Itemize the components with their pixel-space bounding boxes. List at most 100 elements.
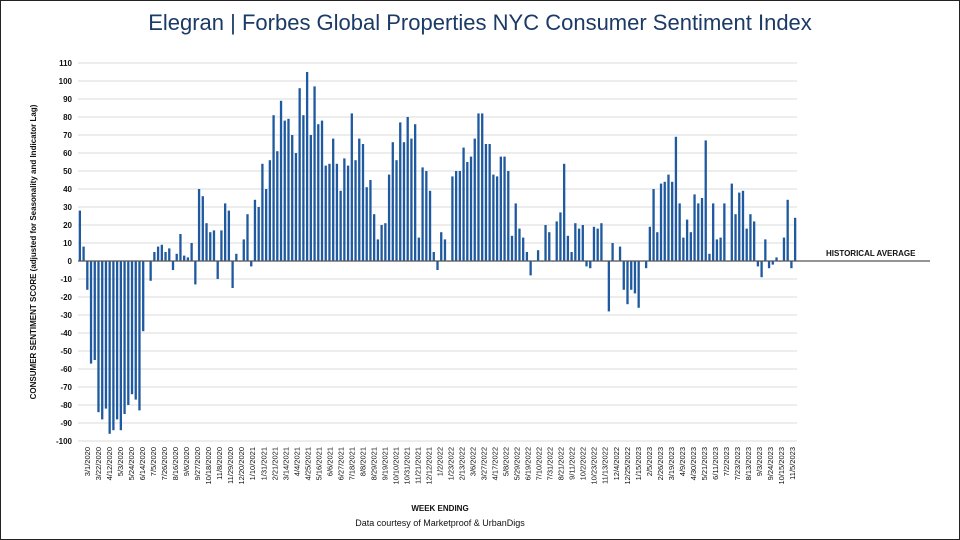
bar — [201, 196, 204, 261]
x-tick-label: 9/6/2020 — [182, 447, 191, 476]
data-credit: Data courtesy of Marketproof & UrbanDigs — [355, 518, 525, 528]
bar — [361, 144, 365, 261]
y-tick-label: -70 — [60, 383, 72, 392]
bar — [678, 203, 681, 261]
x-tick-label: 7/31/2022 — [546, 447, 555, 480]
bar — [216, 261, 219, 279]
bar — [566, 235, 570, 261]
x-tick-label: 10/18/2020 — [204, 447, 213, 485]
x-tick-label: 2/21/2021 — [270, 447, 279, 480]
bar — [618, 246, 622, 261]
title-rest: NYC Consumer Sentiment Index — [486, 10, 812, 35]
bar — [544, 225, 547, 261]
historical-average-label: HISTORICAL AVERAGE — [826, 249, 916, 258]
y-tick-label: -50 — [60, 347, 72, 356]
bar — [570, 252, 573, 261]
bar — [499, 156, 502, 261]
bar — [466, 162, 469, 261]
bar — [298, 88, 301, 261]
bar — [771, 261, 774, 265]
bar — [715, 239, 719, 261]
x-tick-label: 11/8/2020 — [215, 447, 224, 480]
x-tick-label: 10/10/2021 — [391, 447, 400, 485]
bar — [335, 163, 339, 261]
y-tick-label: 80 — [63, 113, 72, 122]
y-tick-label: 10 — [63, 239, 72, 248]
bar — [436, 261, 439, 270]
x-tick-label: 11/5/2023 — [788, 447, 797, 480]
bar — [689, 232, 692, 261]
bar — [458, 171, 462, 261]
bar — [477, 113, 480, 262]
bar — [309, 135, 312, 261]
bar — [648, 226, 651, 261]
bar — [287, 118, 290, 261]
x-tick-label: 10/31/2021 — [403, 447, 412, 485]
bar — [555, 221, 558, 261]
bar — [611, 243, 614, 261]
bar — [637, 261, 640, 308]
bar — [764, 239, 767, 261]
bar — [369, 180, 372, 261]
bar — [339, 190, 342, 261]
bar — [454, 171, 458, 261]
bar — [320, 120, 324, 261]
bar — [130, 261, 134, 395]
x-tick-label: 4/12/2020 — [105, 447, 114, 480]
bar — [462, 147, 465, 261]
bar — [209, 232, 212, 261]
bar — [548, 232, 551, 261]
bar — [78, 210, 82, 261]
x-tick-label: 5/16/2021 — [314, 447, 323, 480]
bar — [324, 165, 327, 261]
x-axis-title: WEEK ENDING — [411, 504, 469, 513]
bar — [373, 214, 376, 261]
bar — [402, 142, 406, 261]
bar — [175, 253, 178, 261]
x-tick-label: 12/4/2022 — [612, 447, 621, 480]
y-axis-title: CONSUMER SENTIMENT SCORE (adjusted for S… — [29, 104, 38, 399]
x-tick-label: 9/27/2020 — [193, 447, 202, 480]
bar — [168, 248, 171, 261]
bar — [231, 261, 234, 288]
bar — [350, 113, 353, 262]
bars — [78, 72, 797, 434]
bar — [581, 225, 584, 261]
bar — [115, 261, 119, 420]
y-tick-label: 90 — [63, 95, 72, 104]
bar — [413, 124, 417, 261]
x-tick-label: 1/15/2023 — [634, 447, 643, 480]
bar — [272, 115, 275, 261]
bar — [626, 261, 629, 305]
x-tick-label: 11/21/2021 — [414, 447, 423, 484]
y-tick-label: 0 — [68, 257, 73, 266]
x-tick-label: 8/8/2021 — [358, 447, 367, 476]
bar — [596, 228, 599, 261]
x-tick-label: 3/22/2020 — [94, 447, 103, 480]
bar — [503, 156, 506, 261]
bar — [276, 151, 279, 261]
x-tick-label: 12/20/2020 — [237, 447, 246, 485]
bar — [183, 255, 186, 261]
y-tick-label: -60 — [60, 365, 72, 374]
bar — [317, 124, 320, 261]
x-tick-label: 3/6/2022 — [469, 447, 478, 476]
bar — [227, 210, 231, 261]
bar — [395, 160, 398, 261]
bar — [235, 253, 238, 261]
bar — [488, 144, 491, 261]
x-tick-label: 8/16/2020 — [171, 447, 180, 480]
bar — [387, 174, 391, 261]
x-tick-label: 1/31/2021 — [259, 447, 268, 480]
bar — [682, 237, 685, 261]
x-tick-label: 1/23/2022 — [447, 447, 456, 480]
bar — [536, 250, 540, 261]
bar — [354, 160, 357, 261]
bar — [264, 189, 268, 261]
bar — [790, 261, 793, 269]
y-tick-label: -30 — [60, 311, 72, 320]
x-tick-label: 2/13/2022 — [458, 447, 467, 480]
bar — [633, 261, 637, 294]
